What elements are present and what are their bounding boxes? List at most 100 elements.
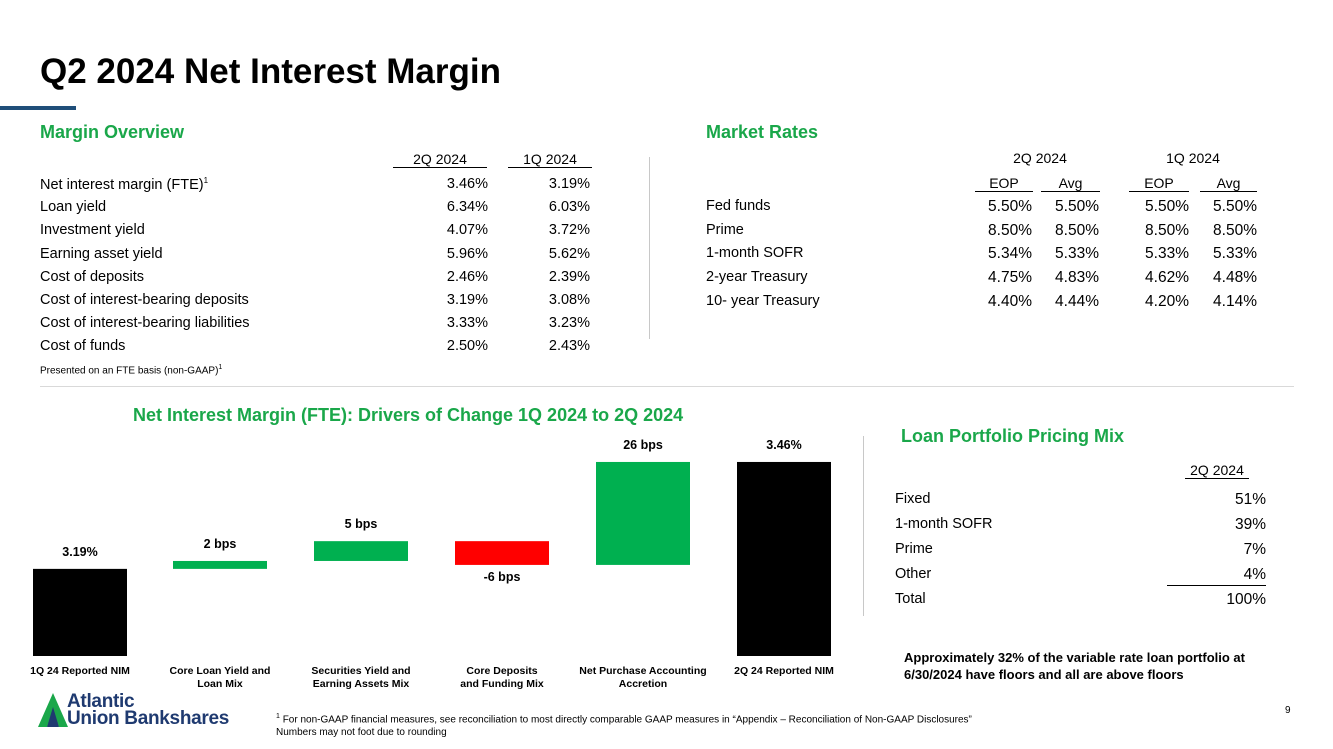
margin-overview-heading: Margin Overview xyxy=(40,122,185,142)
market-row-value: 8.50% xyxy=(1145,221,1189,239)
market-sub-avg-2q: Avg xyxy=(1041,175,1100,192)
margin-row-1q-value: 5.62% xyxy=(548,245,590,262)
company-logo: Atlantic Union Bankshares xyxy=(38,691,258,729)
margin-row-label: Earning asset yield xyxy=(40,245,163,262)
margin-row-1q-value: 3.72% xyxy=(548,222,590,239)
market-sub-avg-1q: Avg xyxy=(1200,175,1257,192)
loan-mix-row-value: 100% xyxy=(1226,591,1266,608)
margin-row-1q-value: 2.39% xyxy=(548,268,590,285)
margin-col-1q2024: 1Q 2024 xyxy=(508,151,592,168)
logo-line2: Union Bankshares xyxy=(67,708,230,729)
waterfall-category-label: Net Purchase Accounting Accretion xyxy=(579,665,706,690)
vertical-divider-bottom xyxy=(863,436,864,616)
market-row-value: 4.14% xyxy=(1213,292,1257,310)
vertical-divider-top xyxy=(649,157,650,339)
market-row-value: 4.75% xyxy=(988,269,1032,287)
market-row-value: 5.33% xyxy=(1213,245,1257,263)
market-row-value: 4.62% xyxy=(1145,269,1189,287)
waterfall-value-label: 26 bps xyxy=(623,438,663,452)
margin-row-label: Cost of funds xyxy=(40,338,126,355)
market-row-value: 5.34% xyxy=(988,245,1032,263)
margin-row-label: Cost of interest-bearing liabilities xyxy=(40,315,250,332)
horizontal-divider xyxy=(40,386,1294,387)
margin-row-1q-value: 6.03% xyxy=(548,199,590,216)
margin-row-1q-value: 3.23% xyxy=(548,315,590,332)
market-row-value: 5.33% xyxy=(1055,245,1099,263)
margin-row-label: Loan yield xyxy=(40,199,107,216)
waterfall-value-label: 2 bps xyxy=(204,537,237,551)
waterfall-category-label: 2Q 24 Reported NIM xyxy=(734,665,834,677)
margin-row-label: Cost of interest-bearing deposits xyxy=(40,292,249,308)
title-accent-rule xyxy=(0,106,76,110)
market-row-value: 5.50% xyxy=(1213,198,1257,215)
market-row-value: 8.50% xyxy=(1213,221,1257,239)
margin-row-2q-value: 4.07% xyxy=(446,222,488,239)
market-row-value: 8.50% xyxy=(988,221,1032,239)
chart-title: Net Interest Margin (FTE): Drivers of Ch… xyxy=(133,405,684,425)
footer-rounding-note: Numbers may not foot due to rounding xyxy=(276,727,447,738)
market-row-label: 1-month SOFR xyxy=(706,245,804,262)
margin-row-1q-value: 3.19% xyxy=(548,176,590,192)
loan-mix-row-value: 4% xyxy=(1167,566,1266,586)
waterfall-value-label: 5 bps xyxy=(345,517,378,531)
margin-row-2q-value: 3.46% xyxy=(446,176,488,192)
market-row-label: Fed funds xyxy=(706,198,771,214)
market-row-label: 2-year Treasury xyxy=(706,269,808,286)
loan-mix-row-value: 39% xyxy=(1234,516,1266,533)
market-sub-eop-1q: EOP xyxy=(1129,175,1189,192)
market-row-value: 5.33% xyxy=(1145,245,1189,263)
waterfall-category-label: 1Q 24 Reported NIM xyxy=(30,665,130,677)
market-row-value: 5.50% xyxy=(988,198,1032,215)
market-row-value: 8.50% xyxy=(1055,221,1099,239)
footer-footnote: 1 For non-GAAP financial measures, see r… xyxy=(276,713,972,726)
loan-mix-row-label: Total xyxy=(895,591,926,607)
waterfall-bar xyxy=(173,560,267,569)
margin-row-2q-value: 2.50% xyxy=(446,338,488,355)
waterfall-value-label: 3.46% xyxy=(766,438,801,452)
market-period-2q2024: 2Q 2024 xyxy=(1013,150,1067,166)
loan-mix-col-2q2024: 2Q 2024 xyxy=(1185,462,1249,479)
waterfall-value-label: 3.19% xyxy=(62,545,97,559)
margin-row-2q-value: 2.46% xyxy=(446,268,488,285)
loan-mix-row-label: 1-month SOFR xyxy=(895,516,993,532)
margin-row-2q-value: 6.34% xyxy=(446,199,488,216)
loan-mix-row-value: 51% xyxy=(1234,491,1266,508)
market-row-value: 4.44% xyxy=(1055,292,1099,310)
market-row-value: 4.83% xyxy=(1055,269,1099,287)
page-title: Q2 2024 Net Interest Margin xyxy=(40,52,501,91)
market-row-value: 4.20% xyxy=(1145,292,1189,310)
logo-line1: Atlantic xyxy=(67,691,135,712)
market-period-1q2024: 1Q 2024 xyxy=(1166,150,1220,166)
loan-mix-row-label: Other xyxy=(895,566,932,582)
market-rates-heading: Market Rates xyxy=(706,122,819,142)
loan-mix-row-label: Prime xyxy=(895,541,933,557)
margin-col-2q2024: 2Q 2024 xyxy=(393,151,487,168)
margin-row-label: Investment yield xyxy=(40,222,145,239)
page-number: 9 xyxy=(1285,705,1291,716)
market-row-label: 10- year Treasury xyxy=(706,292,820,309)
waterfall-value-label: -6 bps xyxy=(484,570,521,584)
loan-mix-row-label: Fixed xyxy=(895,491,931,507)
margin-row-label: Net interest margin (FTE)1 xyxy=(40,176,209,193)
market-row-value: 4.40% xyxy=(988,292,1032,310)
waterfall-category-label: Core Deposits and Funding Mix xyxy=(460,665,544,690)
market-row-value: 4.48% xyxy=(1213,269,1257,287)
market-sub-eop-2q: EOP xyxy=(975,175,1033,192)
waterfall-category-label: Securities Yield and Earning Assets Mix xyxy=(311,665,410,690)
loan-mix-row-value: 7% xyxy=(1243,541,1266,558)
margin-row-2q-value: 3.19% xyxy=(446,292,488,308)
loan-mix-heading: Loan Portfolio Pricing Mix xyxy=(901,426,1125,446)
margin-row-1q-value: 3.08% xyxy=(548,292,590,308)
waterfall-bar xyxy=(314,541,408,561)
margin-row-2q-value: 3.33% xyxy=(446,315,488,332)
margin-row-label: Cost of deposits xyxy=(40,268,144,285)
waterfall-bar xyxy=(455,541,549,565)
market-row-value: 5.50% xyxy=(1145,198,1189,215)
waterfall-bar xyxy=(737,461,831,656)
margin-row-2q-value: 5.96% xyxy=(446,245,488,262)
waterfall-bar xyxy=(596,461,690,565)
nim-waterfall-chart: 3.19% 2 bps 5 bps -6 bps 26 bps 3.46% 1Q 24 Re… xyxy=(30,438,834,690)
market-row-label: Prime xyxy=(706,221,744,238)
waterfall-category-label: Core Loan Yield and Loan Mix xyxy=(170,665,271,690)
margin-row-1q-value: 2.43% xyxy=(548,338,590,355)
